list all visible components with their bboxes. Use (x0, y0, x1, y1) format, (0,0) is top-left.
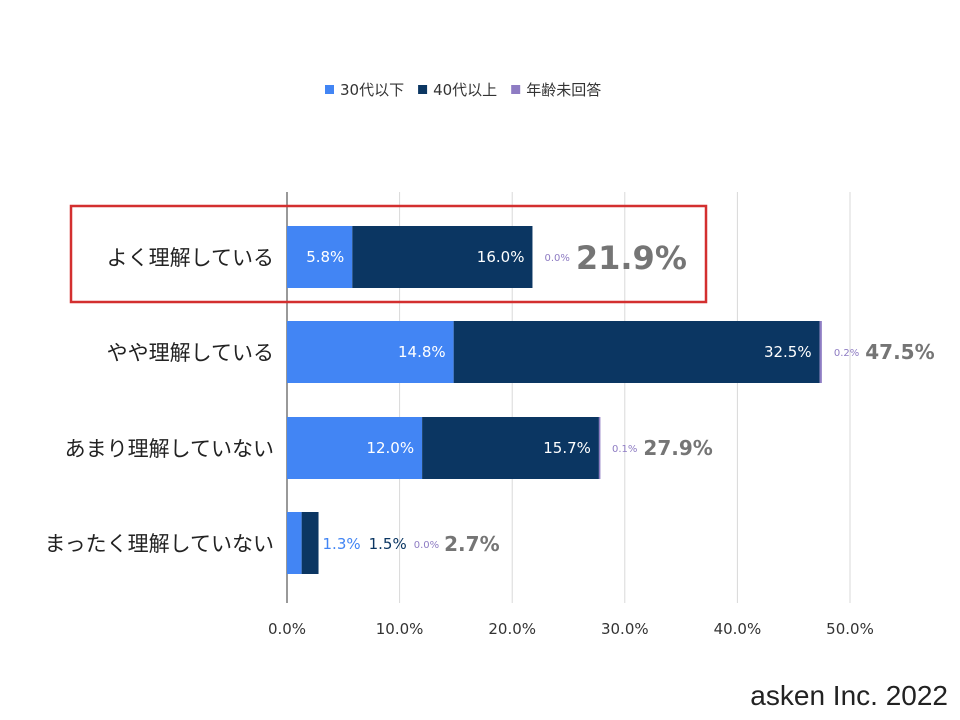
legend-label: 40代以上 (433, 81, 497, 99)
bar-segment (598, 417, 601, 479)
x-tick-label: 0.0% (268, 620, 306, 638)
category-label: あまり理解していない (65, 437, 274, 461)
category-label: やや理解している (107, 341, 274, 365)
bar-segment (287, 226, 353, 288)
total-label: 2.7% (444, 532, 499, 556)
legend-swatch (325, 85, 334, 94)
data-label: 0.1% (612, 444, 637, 455)
bar-segment (422, 417, 599, 479)
x-tick-label: 20.0% (488, 620, 536, 638)
bar-segment (287, 512, 302, 574)
x-tick-label: 30.0% (601, 620, 649, 638)
bar-segment (819, 321, 822, 383)
data-label: 5.8% (306, 248, 344, 266)
data-label: 1.3% (323, 535, 361, 553)
bar-segment (287, 321, 454, 383)
legend-swatch (418, 85, 428, 94)
category-label: よく理解している (107, 246, 274, 270)
data-label: 32.5% (764, 343, 812, 361)
x-tick-label: 10.0% (376, 620, 424, 638)
data-label: 12.0% (366, 439, 414, 457)
x-tick-label: 50.0% (826, 620, 874, 638)
x-tick-label: 40.0% (714, 620, 762, 638)
bar-segment (453, 321, 820, 383)
legend-label: 30代以下 (340, 81, 404, 99)
bar-segment (301, 512, 319, 574)
data-label: 1.5% (369, 535, 407, 553)
legend-label: 年齢未回答 (526, 81, 601, 99)
data-label: 14.8% (398, 343, 446, 361)
bar-segment (352, 226, 533, 288)
total-label: 21.9% (576, 239, 687, 277)
category-label: まったく理解していない (44, 532, 274, 556)
data-label: 0.0% (414, 540, 439, 551)
highlight-box (69, 204, 708, 304)
total-label: 27.9% (643, 436, 712, 460)
data-label: 0.0% (544, 253, 569, 264)
data-label: 0.2% (834, 348, 859, 359)
data-label: 16.0% (477, 248, 525, 266)
bar-segment (287, 417, 423, 479)
data-label: 15.7% (543, 439, 591, 457)
credit-text: asken Inc. 2022 (750, 680, 948, 711)
legend-swatch (511, 85, 521, 94)
total-label: 47.5% (865, 340, 934, 364)
